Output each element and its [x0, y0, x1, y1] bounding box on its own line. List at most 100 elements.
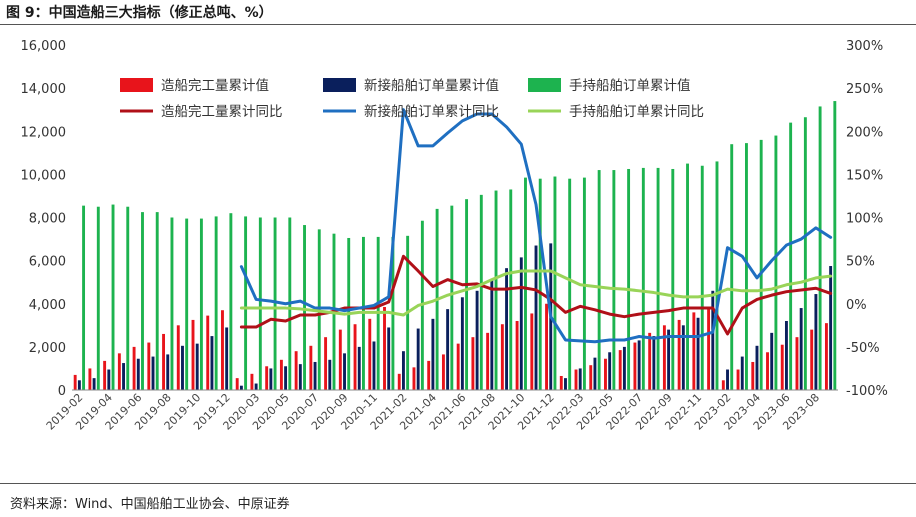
y-left-tick-label: 16,000: [21, 39, 67, 54]
bar-completed: [412, 367, 416, 390]
bar-new_orders: [107, 369, 111, 390]
bar-new_orders: [122, 363, 126, 390]
bar-new_orders: [313, 361, 317, 390]
bar-completed: [530, 313, 534, 390]
bar-new_orders: [416, 328, 420, 390]
bar-backlog: [730, 144, 734, 390]
bar-completed: [692, 312, 696, 391]
bottom-rule: [0, 483, 916, 484]
y-left-tick-label: 2,000: [29, 341, 66, 356]
bar-backlog: [229, 213, 233, 390]
bar-completed: [338, 329, 342, 391]
legend-label: 手持船舶订单累计值: [569, 78, 691, 94]
bar-completed: [707, 308, 711, 390]
bar-new_orders: [829, 266, 833, 390]
bar-series: [73, 101, 837, 391]
bar-new_orders: [431, 318, 435, 390]
chart-title: 图 9：中国造船三大指标（修正总吨、%）: [6, 5, 273, 21]
bar-completed: [633, 342, 637, 390]
bar-new_orders: [254, 383, 258, 390]
bar-new_orders: [239, 385, 243, 390]
bar-backlog: [700, 165, 704, 390]
bar-completed: [176, 325, 180, 390]
bar-new_orders: [770, 332, 774, 390]
bar-completed: [103, 360, 107, 390]
bar-completed: [117, 353, 121, 390]
bar-new_orders: [711, 290, 715, 390]
y-right-tick-label: 100%: [846, 212, 883, 227]
legend-swatch-completed: [120, 78, 153, 92]
bar-completed: [677, 319, 681, 390]
y-left-tick-label: 6,000: [29, 255, 66, 270]
bar-completed: [132, 346, 136, 391]
bar-new_orders: [814, 294, 818, 390]
chart: 0 2,000 4,000 6,000 8,000 10,000 12,000 14,000 1…: [21, 39, 888, 433]
bar-backlog: [111, 204, 115, 390]
y-right-tick-label: 50%: [846, 255, 875, 270]
bar-new_orders: [564, 378, 567, 390]
bar-completed: [618, 350, 622, 390]
bar-new_orders: [460, 297, 464, 390]
bar-completed: [604, 358, 607, 390]
bar-backlog: [126, 206, 130, 390]
bar-completed: [397, 373, 401, 390]
top-rule: [0, 24, 916, 25]
bar-backlog: [82, 205, 86, 390]
bar-new_orders: [519, 257, 523, 390]
bar-backlog: [96, 206, 100, 390]
bar-new_orders: [799, 308, 803, 390]
bar-new_orders: [667, 329, 671, 391]
bar-new_orders: [475, 290, 479, 390]
bar-new_orders: [151, 356, 155, 390]
bar-backlog: [199, 218, 203, 390]
bar-new_orders: [136, 358, 140, 390]
bar-new_orders: [490, 280, 494, 390]
y-right-tick-label: 0%: [846, 298, 867, 313]
y-left-tick-label: 4,000: [29, 298, 66, 313]
legend-label: 手持船舶订单累计同比: [569, 104, 704, 120]
bar-completed: [265, 366, 269, 390]
bar-completed: [441, 354, 445, 390]
bar-backlog: [671, 168, 675, 390]
bar-new_orders: [372, 341, 376, 390]
bar-backlog: [597, 170, 601, 390]
bar-backlog: [465, 199, 469, 390]
bar-backlog: [303, 225, 306, 390]
y-left-tick-label: 8,000: [29, 212, 66, 227]
y-right-tick-label: 250%: [846, 82, 883, 97]
bar-backlog: [258, 217, 262, 390]
bar-backlog: [479, 194, 483, 390]
y-right-tick-label: 200%: [846, 125, 883, 140]
bar-backlog: [774, 135, 778, 390]
bar-new_orders: [622, 346, 626, 391]
bar-backlog: [450, 205, 454, 390]
bar-completed: [574, 369, 578, 390]
bar-backlog: [686, 163, 689, 390]
bar-completed: [648, 332, 652, 390]
y-left-tick-label: 12,000: [21, 125, 67, 140]
bar-completed: [294, 351, 298, 390]
bar-completed: [766, 352, 769, 390]
bar-new_orders: [608, 352, 612, 390]
bar-completed: [221, 310, 224, 390]
bar-new_orders: [225, 327, 229, 390]
bar-backlog: [568, 178, 572, 390]
bar-new_orders: [505, 268, 509, 390]
bar-new_orders: [387, 327, 391, 390]
bar-new_orders: [652, 336, 656, 390]
y-left-tick-label: 10,000: [21, 168, 67, 183]
bar-backlog: [155, 212, 159, 390]
bar-completed: [427, 360, 431, 390]
bar-completed: [88, 368, 92, 390]
legend-swatch-new_orders: [323, 78, 356, 92]
bar-completed: [162, 333, 165, 390]
bar-backlog: [170, 217, 174, 390]
bar-backlog: [214, 216, 218, 390]
bar-completed: [368, 318, 372, 390]
bar-new_orders: [726, 369, 729, 390]
line-series: [239, 108, 833, 344]
bar-new_orders: [534, 245, 538, 390]
bar-backlog: [789, 122, 793, 391]
bar-new_orders: [181, 345, 184, 390]
